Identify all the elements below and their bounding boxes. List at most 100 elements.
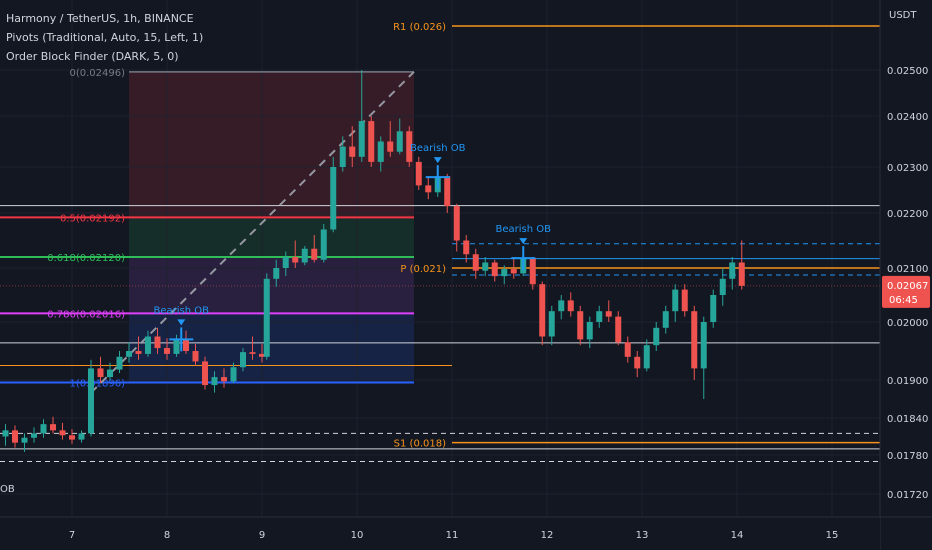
candle-body-77 [729, 262, 736, 279]
fib-zone-3 [129, 313, 414, 383]
currency-label: USDT [889, 10, 917, 21]
y-tick-2: 0.02300 [887, 163, 928, 174]
candle-body-0 [2, 430, 9, 437]
chart-title: Harmony / TetherUS, 1h, BINANCE [6, 12, 194, 25]
candle-body-56 [529, 258, 536, 285]
candle-body-70 [662, 311, 669, 328]
candle-body-68 [643, 345, 650, 369]
candle-body-63 [596, 311, 603, 322]
y-tick-5: 0.02000 [887, 318, 928, 329]
candle-body-58 [548, 311, 555, 337]
candle-body-54 [510, 269, 517, 274]
candle-body-29 [273, 268, 280, 279]
candle-body-16 [154, 336, 161, 349]
candle-body-67 [634, 356, 641, 369]
price-badge-countdown: 06:45 [889, 295, 918, 306]
candle-body-33 [311, 248, 318, 260]
x-tick-8: 8 [164, 530, 170, 541]
candle-body-23 [221, 377, 227, 382]
candle-body-7 [69, 435, 75, 440]
fib-zone-1 [129, 217, 414, 257]
candle-body-31 [292, 257, 299, 263]
candle-body-32 [301, 248, 308, 263]
ob-indicator-label[interactable]: Order Block Finder (DARK, 5, 0) [6, 50, 179, 63]
candle-body-28 [263, 278, 270, 357]
x-tick-15: 15 [826, 530, 839, 541]
horizontal-lines [0, 205, 880, 462]
fib-levels: 0(0.02496) 0.5(0.02192) 0.618(0.02120) 0.78… [0, 68, 414, 390]
order-blocks: Bearish OB Bearish OB Bearish OB [154, 143, 552, 352]
pivot-label-0: R1 (0.026) [393, 22, 446, 33]
candle-body-3 [31, 433, 37, 438]
candles [2, 70, 745, 452]
candle-body-1 [12, 430, 18, 443]
fib-label-4: 1(0.01896) [69, 379, 125, 390]
candle-body-22 [211, 377, 218, 386]
candle-body-49 [463, 240, 470, 255]
candle-body-8 [78, 433, 85, 440]
x-tick-13: 13 [636, 530, 649, 541]
candle-body-47 [444, 176, 451, 207]
candle-body-6 [59, 430, 66, 436]
candle-body-71 [672, 289, 679, 312]
candle-body-52 [491, 262, 498, 277]
candle-body-5 [50, 424, 56, 431]
x-tick-12: 12 [541, 530, 554, 541]
candle-body-72 [681, 289, 688, 312]
candle-body-15 [145, 336, 151, 354]
candle-body-36 [339, 146, 346, 167]
candle-body-73 [691, 311, 698, 369]
price-scale-bg [880, 0, 932, 550]
pivots-indicator-label[interactable]: Pivots (Traditional, Auto, 15, Left, 1) [6, 31, 204, 44]
candle-body-51 [482, 262, 489, 271]
candle-body-37 [349, 146, 356, 157]
candle-body-25 [240, 352, 246, 368]
candle-body-26 [249, 352, 256, 354]
candle-body-21 [202, 361, 208, 386]
candle-body-13 [126, 351, 132, 357]
candle-body-53 [501, 269, 508, 277]
ob-arrow-1 [519, 238, 528, 245]
candle-body-10 [97, 368, 104, 378]
candle-body-12 [116, 356, 123, 370]
candle-body-41 [387, 141, 394, 152]
candle-body-61 [577, 311, 584, 340]
y-tick-6: 0.01900 [887, 376, 928, 387]
ob-arrow-0 [433, 157, 442, 164]
candle-body-42 [396, 131, 403, 152]
candle-body-18 [173, 339, 180, 354]
price-badge-bg [882, 275, 930, 308]
candle-body-30 [282, 257, 289, 268]
time-scale-bg [0, 517, 880, 550]
ob-arrow-2 [177, 319, 186, 326]
candle-body-19 [183, 339, 189, 351]
candle-body-17 [164, 348, 170, 354]
candle-body-11 [107, 369, 113, 378]
candle-body-64 [605, 311, 612, 317]
x-tick-7: 7 [69, 530, 75, 541]
candle-body-78 [738, 262, 745, 286]
y-tick-9: 0.01720 [887, 490, 928, 501]
y-tick-8: 0.01780 [887, 451, 928, 462]
y-tick-4: 0.02100 [887, 264, 928, 275]
candle-body-34 [320, 229, 327, 260]
candle-body-9 [88, 368, 94, 434]
candle-body-38 [358, 121, 365, 157]
x-tick-10: 10 [351, 530, 364, 541]
candle-body-66 [624, 342, 631, 357]
candle-body-20 [192, 351, 199, 362]
ob-label-1: Bearish OB [496, 224, 552, 235]
candle-body-69 [653, 327, 660, 346]
y-tick-3: 0.02200 [887, 209, 928, 220]
candle-body-74 [700, 322, 707, 369]
y-tick-7: 0.01840 [887, 414, 928, 425]
fib-label-1: 0.5(0.02192) [60, 213, 125, 224]
x-tick-14: 14 [731, 530, 744, 541]
x-tick-11: 11 [446, 530, 459, 541]
candle-body-45 [425, 185, 432, 193]
price-badge-value: 0.02067 [887, 281, 928, 292]
candle-body-75 [710, 295, 717, 322]
candle-body-2 [21, 437, 28, 443]
